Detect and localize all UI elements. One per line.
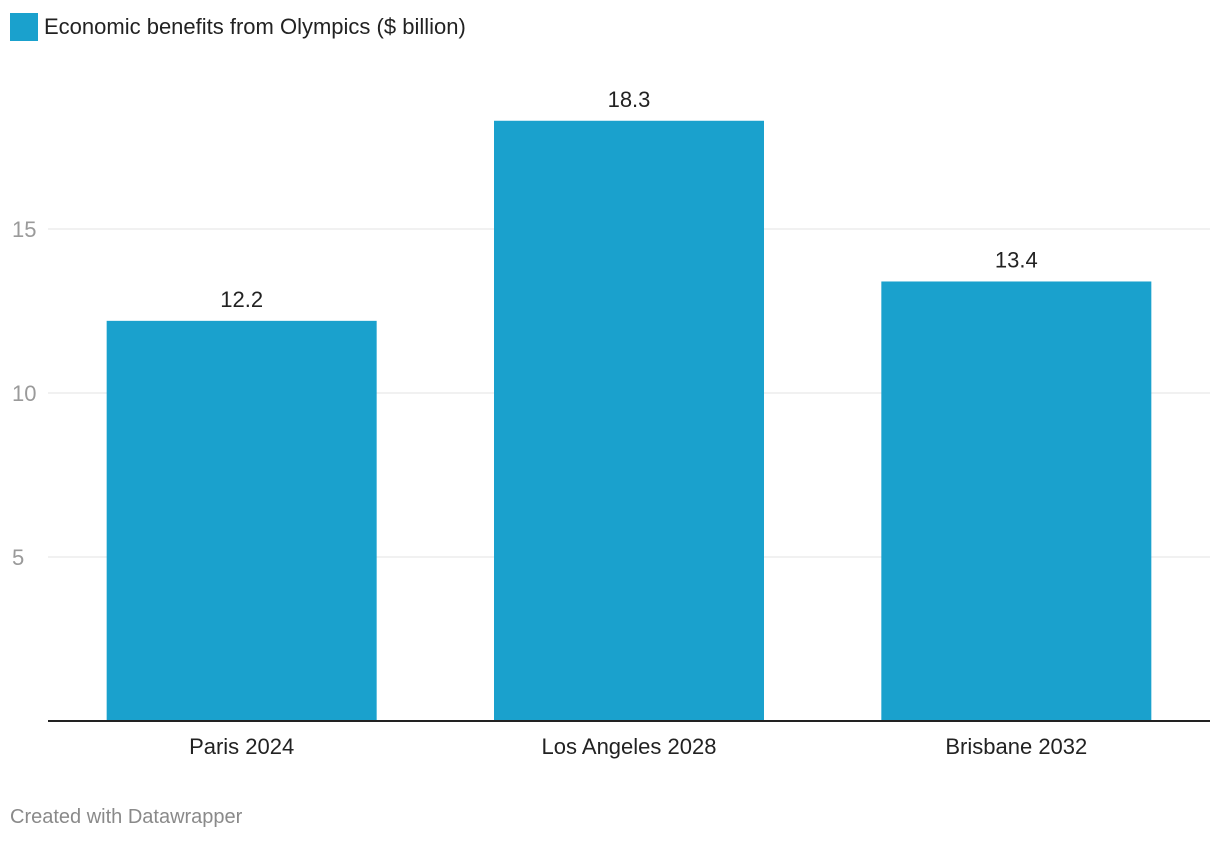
chart-legend: Economic benefits from Olympics ($ billi…	[10, 12, 466, 42]
legend-label: Economic benefits from Olympics ($ billi…	[44, 14, 466, 39]
bar-2	[494, 120, 764, 721]
y-tick-label-15: 15	[12, 217, 36, 242]
y-tick-label-10: 10	[12, 381, 36, 406]
legend-swatch	[10, 13, 38, 41]
x-category-label-3: Brisbane 2032	[945, 734, 1087, 759]
bar-1	[106, 320, 377, 721]
x-category-label-1: Paris 2024	[189, 734, 294, 759]
x-category-label-2: Los Angeles 2028	[542, 734, 717, 759]
bar-value-label-1: 12.2	[220, 287, 263, 312]
y-tick-label-5: 5	[12, 545, 24, 570]
footer-credit: Created with Datawrapper	[10, 806, 243, 828]
bar-value-label-2: 18.3	[608, 87, 651, 112]
bars	[48, 120, 1210, 722]
labels: 5 10 15 12.2 Paris 2024 18.3 Los Angeles 2028 1…	[12, 87, 1087, 759]
bar-3	[881, 281, 1152, 721]
bar-value-label-3: 13.4	[995, 247, 1038, 272]
